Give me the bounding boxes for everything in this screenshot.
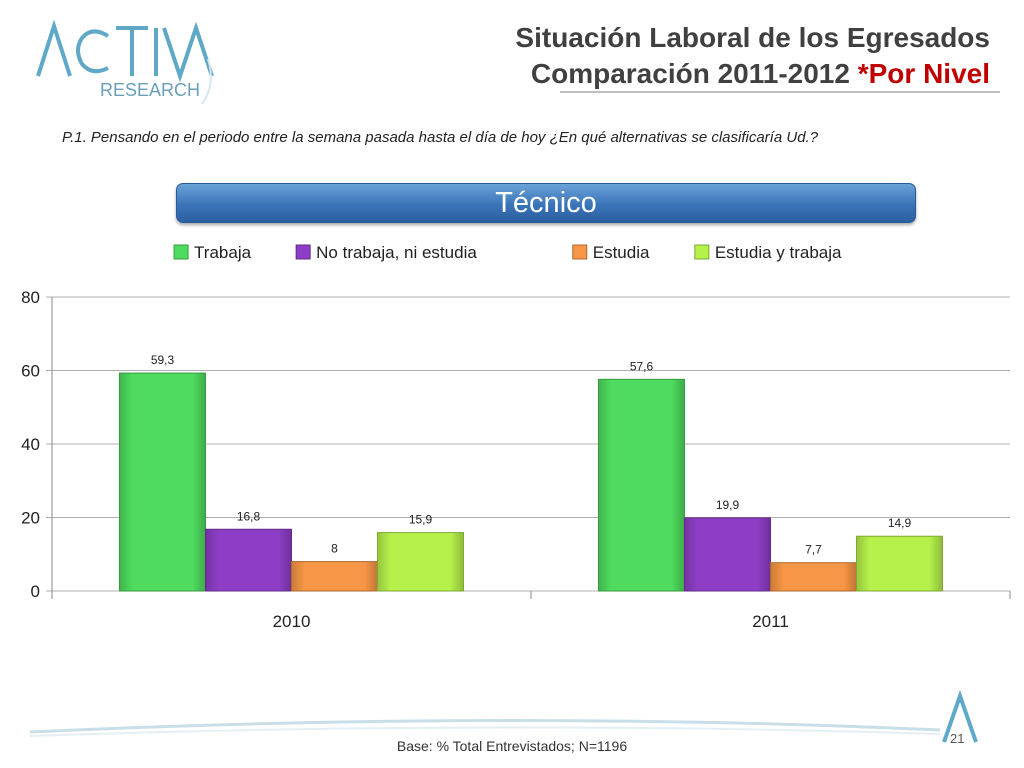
bar-chart: 0 20 40 60 80 59,3 16,8 8 15,9 2010 57,6 19,9 7,7 14,…: [21, 243, 1011, 631]
level-banner: Técnico: [176, 183, 916, 223]
bar-2010-2: [291, 561, 378, 592]
activa-research-logo: RESEARCH: [36, 19, 214, 105]
bar-2011-0: [598, 378, 685, 592]
title-line-2: Comparación 2011-2012 *Por Nivel: [515, 56, 990, 92]
data-label: 59,3: [151, 353, 175, 367]
legend-label: No trabaja, ni estudia: [316, 243, 477, 262]
title-divider: [560, 91, 1000, 93]
title-line-2-accent: *Por Nivel: [857, 58, 990, 89]
base-note: Base: % Total Entrevistados; N=1196: [396, 738, 628, 754]
legend-swatch: [572, 244, 588, 260]
data-label: 16,8: [237, 509, 261, 523]
logo-subtext: RESEARCH: [100, 80, 200, 100]
data-label: 57,6: [630, 359, 654, 373]
legend-label: Estudia y trabaja: [715, 243, 842, 262]
data-label: 8: [331, 542, 338, 556]
y-tick-label: 40: [21, 435, 40, 454]
y-tick-label: 80: [21, 288, 40, 307]
bar-2010-0: [119, 372, 206, 592]
y-tick-label: 20: [21, 509, 40, 528]
legend-swatch: [694, 244, 710, 260]
y-tick-label: 60: [21, 362, 40, 381]
bar-2011-1: [684, 517, 771, 592]
data-label: 7,7: [805, 543, 822, 557]
x-tick-label: 2011: [752, 612, 789, 631]
legend-label: Estudia: [593, 243, 650, 262]
title-line-2-main: Comparación 2011-2012: [530, 58, 858, 89]
survey-question: P.1. Pensando en el periodo entre la sem…: [62, 129, 819, 146]
slide-title: Situación Laboral de los Egresados Compa…: [515, 20, 990, 92]
bar-2010-3: [377, 532, 464, 592]
title-line-1: Situación Laboral de los Egresados: [515, 22, 990, 53]
footer-decoration: [29, 690, 978, 743]
data-label: 15,9: [409, 513, 433, 527]
legend-swatch: [295, 244, 311, 260]
bar-2011-2: [770, 562, 857, 592]
bar-2011-3: [856, 535, 943, 592]
data-label: 14,9: [888, 516, 912, 530]
data-label: 19,9: [716, 498, 740, 512]
legend-swatch: [173, 244, 189, 260]
x-tick-label: 2010: [273, 612, 311, 631]
page-number: 21: [950, 731, 965, 746]
legend-label: Trabaja: [194, 243, 252, 262]
bar-2010-1: [205, 528, 292, 592]
y-tick-label: 0: [31, 582, 40, 601]
